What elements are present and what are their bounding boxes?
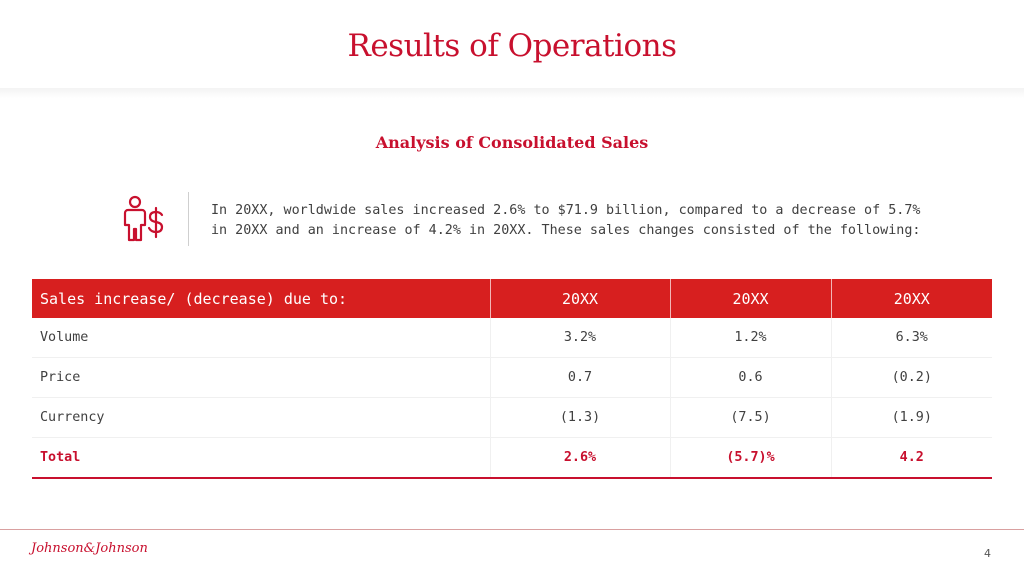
icon-divider — [188, 192, 189, 246]
row-label: Volume — [32, 318, 490, 358]
header-year-3: 20XX — [830, 279, 992, 318]
slide-subtitle: Analysis of Consolidated Sales — [375, 133, 649, 152]
row-value: (1.9) — [830, 397, 992, 438]
row-value: 6.3% — [830, 318, 992, 358]
total-value: 2.6% — [489, 437, 670, 479]
table-row: Price 0.7 0.6 (0.2) — [32, 357, 992, 398]
header-year-1: 20XX — [489, 279, 670, 318]
row-value: 0.7 — [489, 357, 670, 398]
header-year-2: 20XX — [669, 279, 831, 318]
row-value: 0.6 — [669, 357, 831, 398]
row-label: Currency — [32, 397, 490, 438]
header-description: Sales increase/ (decrease) due to: — [32, 279, 490, 318]
sales-table: Sales increase/ (decrease) due to: 20XX … — [32, 279, 992, 479]
table-row: Volume 3.2% 1.2% 6.3% — [32, 318, 992, 358]
slide-title: Results of Operations — [347, 28, 677, 64]
row-value: (0.2) — [830, 357, 992, 398]
total-value: (5.7)% — [669, 437, 831, 479]
summary-line-1: In 20XX, worldwide sales increased 2.6% … — [211, 203, 921, 218]
row-value: (7.5) — [669, 397, 831, 438]
row-value: 3.2% — [489, 318, 670, 358]
footer-divider — [0, 529, 1024, 530]
company-logo: Johnson&Johnson — [31, 541, 148, 556]
title-divider — [0, 88, 1024, 98]
row-value: (1.3) — [489, 397, 670, 438]
row-label: Price — [32, 357, 490, 398]
summary-line-2: in 20XX and an increase of 4.2% in 20XX.… — [211, 223, 921, 238]
page-number: 4 — [984, 547, 991, 560]
table-total-row: Total 2.6% (5.7)% 4.2 — [32, 437, 992, 479]
total-label: Total — [32, 437, 490, 479]
row-value: 1.2% — [669, 318, 831, 358]
sales-summary-text: In 20XX, worldwide sales increased 2.6% … — [211, 201, 931, 241]
total-value: 4.2 — [830, 437, 992, 479]
person-dollar-icon — [122, 194, 168, 244]
table-row: Currency (1.3) (7.5) (1.9) — [32, 397, 992, 438]
table-header-row: Sales increase/ (decrease) due to: 20XX … — [32, 279, 992, 318]
